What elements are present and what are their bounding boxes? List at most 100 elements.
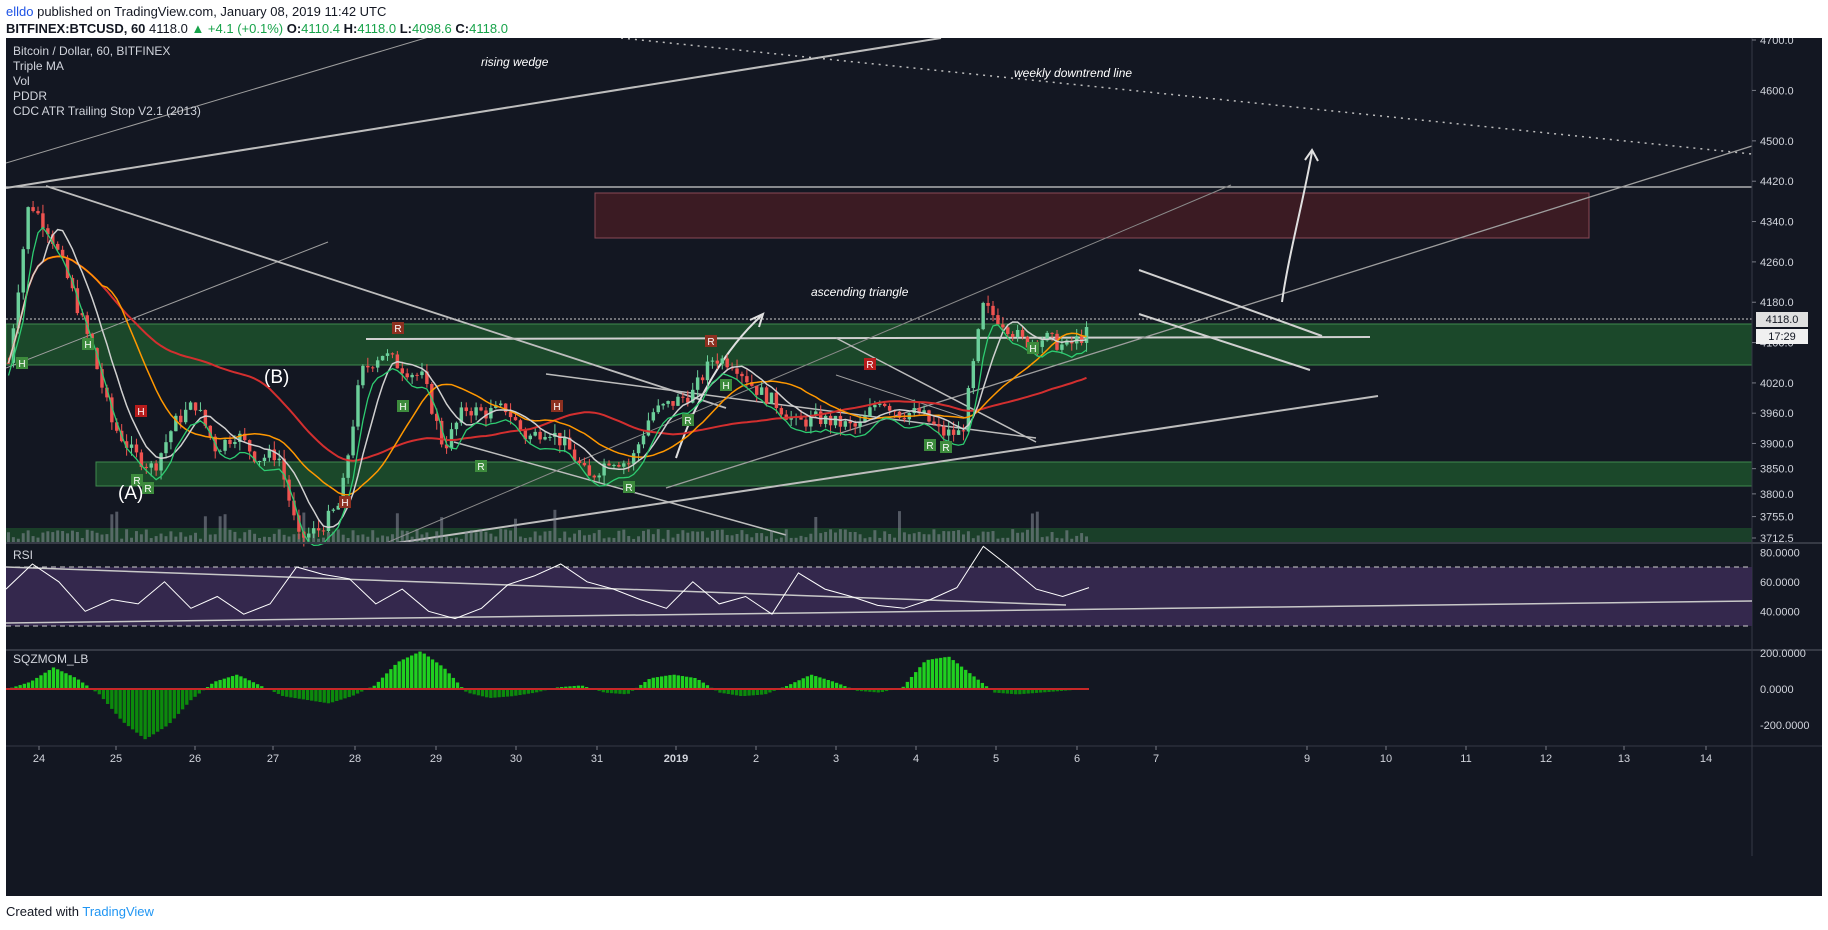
chart-svg[interactable]: H H R R H R H H H R R R R H R R R H Bitc… [5,7,1822,896]
channel-line [453,441,787,536]
rsi-tick-label: 40.0000 [1760,606,1800,618]
sqz-bar [489,689,493,698]
sqz-bar [355,689,360,694]
volume-bar [730,535,734,543]
sqz-bar [110,689,114,709]
volume-bar [750,537,754,543]
publish-header: elldo published on TradingView.com, Janu… [6,4,386,19]
candle [833,415,838,429]
legend-vol: Vol [13,74,30,88]
time-tick: 11 [1460,746,1472,765]
sqz-bar [730,689,735,695]
candle [361,364,365,389]
breakout-arrowhead [1304,148,1319,162]
rsi-pane: RSI 40.0000 60.0000 80.0000 [5,545,1800,627]
volume-bar [159,533,163,543]
volume-bar [834,532,837,543]
ohlc-header: BITFINEX:BTCUSD, 60 4118.0 ▲ +4.1 (+0.1%… [6,21,508,36]
candle [400,361,405,382]
sqz-bar [405,657,410,689]
sqz-bar [659,676,664,689]
volume-bar [573,533,577,543]
sqz-bar [118,689,122,719]
volume-bar [691,531,695,543]
chart-container[interactable]: H H R R H R H H H R R R R H R R R H Bitc… [5,7,1822,896]
candle [759,381,764,395]
volume-bar [233,531,237,543]
candle [262,454,267,466]
candle [789,410,793,426]
volume-bar [75,531,79,543]
volume-bar [897,511,901,543]
time-tick-label: 13 [1618,753,1630,765]
time-tick: 7 [1153,746,1159,765]
sqz-bar [80,682,85,689]
sqz-bar [859,689,864,692]
sqz-bar [526,689,531,694]
candle [725,354,729,371]
sqz-bar [330,689,335,703]
author-link[interactable]: elldo [6,4,34,19]
time-tick-label: 5 [993,753,999,765]
sqz-bar [1026,689,1030,694]
volume-bar [61,531,65,543]
volume-bar [642,530,645,543]
close-value: 4118.0 [469,21,508,36]
sqz-bar [605,689,610,693]
sqz-bar [834,682,839,689]
candle [474,402,478,421]
rsi-trend-down [5,566,1067,606]
price-tick-label: 4420.0 [1760,176,1794,188]
sqz-bar [964,669,968,689]
volume-bar [853,532,857,543]
descending-trend-line-2 [545,373,1037,439]
sqz-bar [389,669,393,689]
volume-bar [602,538,606,543]
volume-bar [46,531,50,543]
sqz-bar [759,689,764,695]
candle [183,401,188,425]
volume-bar [1011,529,1015,543]
volume-bar [814,516,818,543]
candle [577,457,582,466]
volume-bar [696,531,700,543]
volume-bar [947,531,951,543]
time-tick-label: 3 [833,753,839,765]
sqz-bar [280,689,285,696]
sqz-bar [255,684,260,689]
legend-title: Bitcoin / Dollar, 60, BITFINEX [13,44,170,58]
time-tick-label: 28 [349,753,361,765]
volume-bar [991,531,995,543]
candle [558,432,562,453]
sqz-tick-label: 200.0000 [1760,648,1806,660]
volume-bar [110,514,114,543]
sqz-bar [809,674,814,689]
candle [563,429,567,453]
sqz-bar [572,685,576,689]
price-tick: 4700.0 [1752,35,1794,47]
candle [873,400,877,411]
sqz-bar [180,689,185,710]
candle [508,403,513,425]
sqz-bar [918,667,922,689]
candle [292,492,296,521]
sqz-bar [622,689,626,695]
volume-bar [838,529,842,543]
support-zone-lower [95,461,1753,487]
volume-bar [794,537,798,543]
candle [848,416,852,431]
volume-bar [381,535,385,543]
wedge-upper-line [5,37,942,189]
time-axis[interactable]: 24 25 26 27 28 29 30 31 2019 2 3 4 5 6 7 9 10 11 12 13 14 [33,746,1712,765]
candle [26,206,30,254]
candle [754,385,759,402]
price-tick-label: 4340.0 [1760,217,1794,229]
price-axis[interactable]: 3712.53755.03800.03850.03900.03960.04020… [1751,35,1822,896]
volume-bar [592,533,596,543]
sqz-bar [959,666,964,689]
candles-layer [6,201,1089,547]
price-tick: 4600.0 [1752,85,1794,97]
tradingview-logo-link[interactable]: TradingView [82,904,154,919]
volume-bar [770,530,773,543]
sqz-bar [601,689,605,693]
